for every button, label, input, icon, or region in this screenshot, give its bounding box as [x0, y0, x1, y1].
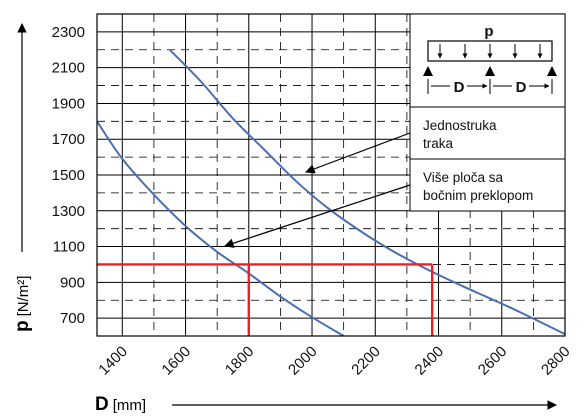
x-tick-2600: 2600	[475, 343, 511, 379]
annotation-single: Jednostruka traka	[305, 106, 566, 174]
y-axis-title: p [N/m²]	[12, 23, 33, 332]
y-tick-1900: 1900	[52, 95, 85, 112]
x-axis-title: D [mm]	[95, 394, 557, 415]
y-axis-unit: [N/m²]	[15, 276, 32, 317]
annotation-single-line1: Jednostruka	[423, 118, 497, 133]
y-tick-1100: 1100	[53, 239, 85, 256]
x-tick-2800: 2800	[538, 343, 574, 379]
inset-load-label: p	[484, 23, 493, 40]
y-tick-2100: 2100	[52, 60, 85, 77]
y-axis-symbol: p	[12, 320, 33, 332]
curves	[97, 49, 565, 336]
y-tick-labels: 700 900 1100 1300 1500 1700 1900 2100 2300	[52, 24, 85, 327]
y-tick-2300: 2300	[52, 24, 85, 41]
y-tick-1700: 1700	[52, 131, 85, 148]
x-tick-2200: 2200	[348, 343, 384, 379]
svg-text:D[mm]: D [mm]	[95, 394, 146, 415]
y-tick-700: 700	[60, 310, 85, 327]
x-tick-2400: 2400	[412, 343, 448, 379]
reference-lines	[97, 263, 434, 336]
x-tick-2000: 2000	[285, 343, 321, 379]
annotation-multi-line2: bočnim preklopom	[423, 188, 533, 203]
series-line-2	[168, 49, 565, 336]
series-line-1	[97, 120, 345, 336]
y-tick-1300: 1300	[52, 203, 85, 220]
inset-load-arrows	[437, 44, 543, 59]
annotation-multi-arrow	[224, 184, 411, 248]
x-axis-symbol: D	[95, 394, 109, 415]
y-tick-900: 900	[60, 274, 85, 291]
annotation-single-arrow	[305, 132, 411, 174]
x-axis-unit: [mm]	[113, 397, 146, 414]
inset-load-diagram: p D D	[409, 13, 566, 108]
inset-span-label-2: D	[516, 79, 527, 96]
inset-span-label-1: D	[454, 79, 465, 96]
annotation-multi-line1: Više ploča sa	[423, 170, 504, 185]
x-tick-labels: 1400 1600 1800 2000 2200 2400 2600 2800	[95, 343, 573, 379]
y-tick-1500: 1500	[52, 167, 85, 184]
x-tick-1400: 1400	[95, 343, 131, 379]
x-tick-1600: 1600	[159, 343, 195, 379]
annotation-multi: Više ploča sa bočnim preklopom	[224, 158, 566, 248]
inset-supports	[423, 66, 557, 76]
annotation-single-line2: traka	[423, 136, 454, 151]
inset-span-dimensions: D D	[427, 79, 553, 96]
x-tick-1800: 1800	[222, 343, 258, 379]
svg-text:p[N/m²]: p [N/m²]	[12, 276, 33, 332]
